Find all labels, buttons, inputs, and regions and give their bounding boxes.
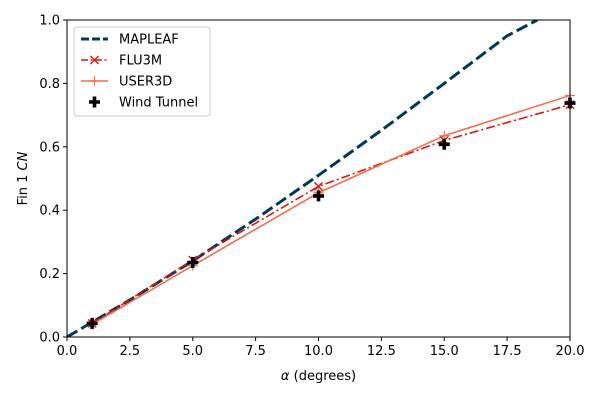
legend-label-user3d: USER3D [119, 75, 172, 90]
x-tick-label: 7.5 [245, 344, 266, 359]
data-point-flu3m [314, 181, 323, 191]
data-point-wind-tunnel [187, 257, 199, 269]
x-axis-label-symbol: α [281, 369, 290, 384]
x-tick-label: 0.0 [57, 344, 78, 359]
legend: MAPLEAF FLU3M USER3D Wind Tunnel [73, 26, 211, 117]
marker-layer [86, 90, 576, 330]
legend-label-wind-tunnel: Wind Tunnel [119, 96, 198, 111]
y-axis-label-prefix: Fin 1 [16, 170, 31, 205]
x-tick-label: 2.5 [120, 344, 141, 359]
x-tick-label: 17.5 [493, 344, 522, 359]
y-tick-label: 0.0 [39, 331, 60, 346]
series-line-flu3m [91, 103, 570, 325]
y-axis-label-italic: CN [16, 151, 31, 170]
x-tick-label: 15.0 [430, 344, 459, 359]
data-point-wind-tunnel [86, 317, 98, 329]
x-tick-label: 10.0 [304, 344, 333, 359]
x-axis-ticks: 0.0 2.5 5.0 7.5 10.0 12.5 15.0 17.5 20.0 [57, 337, 585, 359]
x-axis-label-text: (degrees) [289, 369, 356, 384]
x-tick-label: 12.5 [367, 344, 396, 359]
data-point-wind-tunnel [438, 138, 450, 150]
legend-label-flu3m: FLU3M [119, 54, 162, 69]
y-tick-label: 1.0 [39, 14, 60, 29]
series-line-mapleaf [67, 20, 538, 337]
legend-label-mapleaf: MAPLEAF [119, 33, 179, 48]
x-tick-label: 5.0 [182, 344, 203, 359]
x-axis-label: α (degrees) [281, 369, 356, 384]
legend-marker-wind-tunnel [89, 96, 100, 108]
y-tick-label: 0.4 [39, 204, 60, 219]
legend-marker-flu3m [90, 55, 99, 65]
legend-marker-user3d [89, 76, 100, 86]
y-tick-label: 0.2 [39, 267, 60, 282]
data-point-wind-tunnel [313, 190, 324, 202]
y-axis-ticks: 0.0 0.2 0.4 0.6 0.8 1.0 [39, 14, 67, 346]
x-tick-label: 20.0 [556, 344, 585, 359]
y-tick-label: 0.8 [39, 77, 60, 92]
y-tick-label: 0.6 [39, 140, 60, 155]
legend-box [73, 26, 211, 117]
y-axis-label: Fin 1 CN [16, 151, 31, 205]
